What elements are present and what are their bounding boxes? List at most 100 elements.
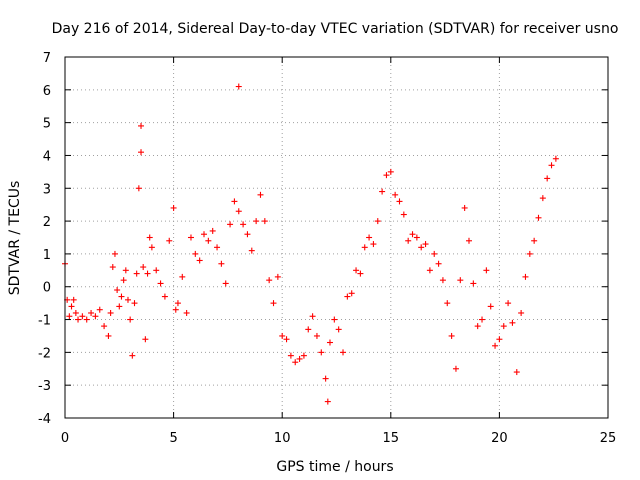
data-point <box>335 326 342 333</box>
data-point <box>387 168 394 175</box>
outlier-point <box>138 122 145 129</box>
data-point <box>92 313 99 320</box>
data-point <box>318 349 325 356</box>
y-tick-label: -3 <box>38 379 51 394</box>
data-point <box>138 149 145 156</box>
data-point <box>353 267 360 274</box>
data-point <box>392 191 399 198</box>
data-point <box>552 155 559 162</box>
data-point <box>340 349 347 356</box>
data-point <box>133 270 140 277</box>
data-point <box>366 234 373 241</box>
data-point <box>296 355 303 362</box>
data-point <box>313 332 320 339</box>
y-tick-label: -4 <box>38 412 51 427</box>
data-point <box>300 352 307 359</box>
data-point <box>205 237 212 244</box>
data-point <box>140 264 147 271</box>
data-point <box>261 218 268 225</box>
y-tick-label: 7 <box>43 51 51 66</box>
x-tick-label: 15 <box>383 431 400 446</box>
data-point <box>448 332 455 339</box>
data-point <box>435 260 442 267</box>
x-tick-label: 25 <box>600 431 617 446</box>
data-point <box>287 352 294 359</box>
y-tick-label: 4 <box>43 149 51 164</box>
data-point <box>279 332 286 339</box>
data-point <box>322 375 329 382</box>
data-point <box>107 309 114 316</box>
data-point <box>257 191 264 198</box>
data-point <box>509 319 516 326</box>
data-point <box>227 221 234 228</box>
y-tick-label: -2 <box>38 346 51 361</box>
data-point <box>231 198 238 205</box>
data-point <box>413 234 420 241</box>
data-point <box>396 198 403 205</box>
data-point <box>129 352 136 359</box>
data-point <box>500 323 507 330</box>
data-point <box>135 185 142 192</box>
data-point <box>179 273 186 280</box>
data-point <box>483 267 490 274</box>
data-point <box>518 309 525 316</box>
data-point <box>461 204 468 211</box>
data-point <box>248 247 255 254</box>
data-point <box>72 309 79 316</box>
data-point <box>544 175 551 182</box>
data-point <box>357 270 364 277</box>
data-point <box>400 211 407 218</box>
data-point <box>101 323 108 330</box>
data-point <box>201 231 208 238</box>
outlier-point <box>235 83 242 90</box>
x-tick-label: 5 <box>169 431 177 446</box>
data-point <box>439 277 446 284</box>
data-point <box>422 241 429 248</box>
data-point <box>331 316 338 323</box>
data-point <box>405 237 412 244</box>
data-point <box>457 277 464 284</box>
plot-frame <box>64 56 609 419</box>
data-point <box>513 369 520 376</box>
data-point <box>431 250 438 257</box>
data-point <box>157 280 164 287</box>
data-point <box>146 234 153 241</box>
y-tick-label: -1 <box>38 314 51 329</box>
x-axis-label: GPS time / hours <box>276 459 393 475</box>
data-point <box>75 316 82 323</box>
y-tick-label: 5 <box>43 117 51 132</box>
data-point <box>170 204 177 211</box>
data-point <box>487 303 494 310</box>
data-point <box>209 227 216 234</box>
points-layer <box>62 83 559 405</box>
data-point <box>122 267 129 274</box>
data-point <box>496 336 503 343</box>
data-point <box>118 293 125 300</box>
data-point <box>270 300 277 307</box>
data-point <box>161 293 168 300</box>
data-point <box>96 306 103 313</box>
data-point <box>120 277 127 284</box>
data-point <box>148 244 155 251</box>
data-point <box>114 287 121 294</box>
y-axis-label: SDTVAR / TECUs <box>7 181 23 296</box>
data-point <box>548 162 555 169</box>
data-point <box>326 339 333 346</box>
x-tick-label: 10 <box>274 431 291 446</box>
data-point <box>383 172 390 179</box>
data-point <box>214 244 221 251</box>
data-point <box>474 323 481 330</box>
data-point <box>348 290 355 297</box>
data-point <box>492 342 499 349</box>
chart-title: Day 216 of 2014, Sidereal Day-to-day VTE… <box>52 21 619 37</box>
data-point <box>370 241 377 248</box>
grid-layer <box>65 57 608 418</box>
data-point <box>344 293 351 300</box>
y-tick-label: 3 <box>43 182 51 197</box>
data-point <box>522 273 529 280</box>
data-point <box>111 250 118 257</box>
data-point <box>526 250 533 257</box>
data-point <box>131 300 138 307</box>
data-point <box>172 306 179 313</box>
